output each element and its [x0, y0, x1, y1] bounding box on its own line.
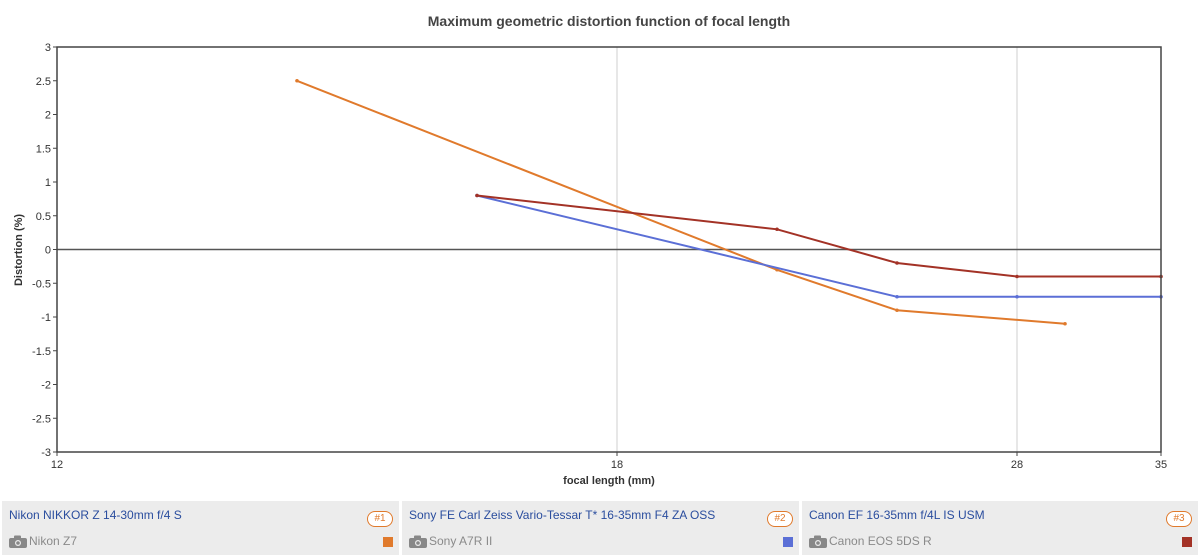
data-point[interactable] [895, 294, 899, 299]
camera-label: Nikon Z7 [29, 534, 78, 548]
data-point[interactable] [1015, 274, 1019, 279]
y-tick-label: 0.5 [36, 211, 51, 223]
legend-card-2[interactable]: Sony FE Carl Zeiss Vario-Tessar T* 16-35… [402, 501, 799, 555]
series-color-swatch [383, 537, 393, 547]
lens-name-link[interactable]: Canon EF 16-35mm f/4L IS USM [809, 508, 985, 522]
legend-card-1[interactable]: Nikon NIKKOR Z 14-30mm f/4 S #1 Nikon Z7 [2, 501, 399, 555]
y-tick-label: -3 [41, 447, 51, 459]
y-tick-label: 1 [45, 177, 51, 189]
y-tick-label: -0.5 [32, 278, 51, 290]
data-point[interactable] [475, 193, 479, 198]
y-tick-label: 2 [45, 110, 51, 122]
series-line [476, 194, 1161, 298]
x-tick-label: 28 [1011, 459, 1023, 471]
camera-name: Nikon Z7 [9, 534, 77, 548]
y-tick-label: 1.5 [36, 143, 51, 155]
camera-icon [409, 535, 427, 548]
lens-name-link[interactable]: Sony FE Carl Zeiss Vario-Tessar T* 16-35… [409, 508, 716, 522]
chart-title: Maximum geometric distortion function of… [428, 13, 790, 29]
legend: Nikon NIKKOR Z 14-30mm f/4 S #1 Nikon Z7… [0, 501, 1200, 555]
x-tick-label: 35 [1155, 459, 1167, 471]
series-3 [475, 193, 1163, 279]
series-line [476, 194, 1161, 278]
camera-name: Sony A7R II [409, 534, 492, 548]
series-1 [295, 78, 1067, 326]
data-point[interactable] [1063, 321, 1067, 326]
camera-label: Canon EOS 5DS R [829, 534, 932, 548]
distortion-chart: Maximum geometric distortion function of… [13, 13, 1167, 487]
y-tick-label: 0 [45, 245, 51, 257]
y-tick-label: -2 [41, 380, 51, 392]
camera-name: Canon EOS 5DS R [809, 534, 932, 548]
data-point[interactable] [895, 308, 899, 313]
y-tick-label: -1 [41, 312, 51, 324]
series-color-swatch [1182, 537, 1192, 547]
data-point[interactable] [1015, 294, 1019, 299]
legend-card-3[interactable]: Canon EF 16-35mm f/4L IS USM #3 Canon EO… [802, 501, 1198, 555]
x-tick-label: 12 [51, 459, 63, 471]
series-line [296, 79, 1066, 325]
series-2 [475, 193, 1163, 299]
lens-index-badge[interactable]: #1 [367, 511, 393, 527]
lens-index-badge[interactable]: #2 [767, 511, 793, 527]
y-tick-label: 2.5 [36, 76, 51, 88]
camera-icon [9, 535, 27, 548]
lens-name-link[interactable]: Nikon NIKKOR Z 14-30mm f/4 S [9, 508, 182, 522]
y-tick-label: -2.5 [32, 413, 51, 425]
series-color-swatch [783, 537, 793, 547]
lens-index-badge[interactable]: #3 [1166, 511, 1192, 527]
camera-icon [809, 535, 827, 548]
data-point[interactable] [295, 78, 299, 83]
data-point[interactable] [775, 227, 779, 232]
x-axis-label: focal length (mm) [563, 475, 655, 487]
y-axis-label: Distortion (%) [13, 214, 25, 286]
y-tick-label: -1.5 [32, 346, 51, 358]
y-tick-label: 3 [45, 42, 51, 54]
camera-label: Sony A7R II [429, 534, 493, 548]
data-point[interactable] [895, 261, 899, 265]
x-tick-label: 18 [611, 459, 623, 471]
